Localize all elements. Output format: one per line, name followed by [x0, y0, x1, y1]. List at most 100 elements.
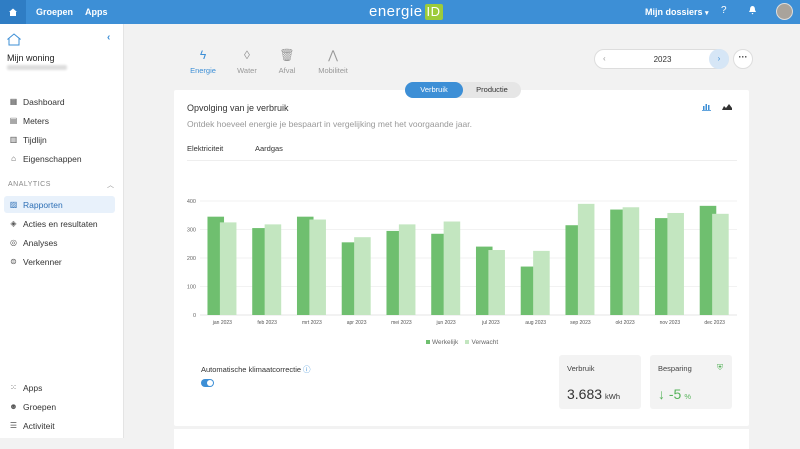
bar-verwacht	[309, 219, 326, 315]
verbruik-productie-toggle: Verbruik Productie	[405, 82, 521, 98]
toggle-verbruik[interactable]: Verbruik	[405, 82, 463, 98]
help-icon[interactable]: ?	[721, 5, 727, 16]
chart-legend: Werkelijk Verwacht	[426, 339, 498, 346]
user-avatar[interactable]	[776, 3, 793, 20]
activity-icon: ☰	[9, 421, 18, 430]
tab-afval[interactable]: 🗑 Afval	[267, 48, 307, 75]
prev-year-button[interactable]: ‹	[603, 54, 606, 63]
road-icon: ⋀	[328, 48, 338, 62]
sidebar-item-meters[interactable]: ▤ Meters	[9, 115, 49, 126]
nav-apps[interactable]: Apps	[85, 7, 108, 17]
groups-icon: ☻	[9, 402, 18, 411]
sidebar-item-dashboard[interactable]: ▦ Dashboard	[9, 96, 65, 107]
bar-verwacht	[219, 222, 237, 315]
meter-icon: ▤	[9, 116, 18, 125]
house-icon	[6, 33, 22, 51]
tab-aardgas[interactable]: Aardgas	[255, 144, 283, 153]
bar-verwacht	[577, 203, 595, 315]
x-tick-label: feb 2023	[257, 320, 277, 326]
climate-correction-toggle[interactable]	[201, 379, 214, 387]
tab-underline	[187, 160, 737, 161]
x-tick-label: okt 2023	[616, 320, 635, 326]
legend-item-verwacht: Verwacht	[465, 339, 498, 346]
climate-correction-label: Automatische klimaatcorrectie ⓘ	[201, 365, 311, 374]
more-options-button[interactable]: ···	[733, 49, 753, 69]
toggle-productie[interactable]: Productie	[476, 85, 508, 94]
bar-verwacht	[443, 221, 461, 315]
shield-icon: ◈	[10, 219, 17, 228]
sidebar-item-groepen[interactable]: ☻ Groepen	[9, 401, 57, 412]
bar-werkelijk	[565, 225, 583, 315]
usage-card: Opvolging van je verbruik Ontdek hoeveel…	[174, 90, 749, 426]
section-analytics: ANALYTICS	[8, 181, 51, 188]
tab-mobiliteit[interactable]: ⋀ Mobiliteit	[313, 48, 353, 75]
bell-icon[interactable]	[748, 5, 757, 18]
bar-verwacht	[354, 237, 371, 315]
bar-verwacht	[712, 213, 729, 315]
sidebar-item-apps[interactable]: ⁙ Apps	[10, 382, 43, 393]
sidebar-item-analyses[interactable]: ◎ Analyses	[10, 237, 58, 248]
timeline-icon: ▥	[9, 135, 18, 144]
year-selector: ‹ 2023 ›	[594, 49, 729, 69]
x-tick-label: nov 2023	[660, 320, 681, 326]
kpi-besparing: Besparing ⛨ ↓ -5%	[650, 355, 732, 409]
explorer-icon: ⊜	[10, 257, 17, 266]
bar-werkelijk	[610, 209, 627, 315]
chevron-left-icon[interactable]: ‹	[107, 32, 111, 43]
x-tick-label: mei 2023	[391, 320, 412, 326]
y-tick-label: 300	[187, 228, 196, 234]
tab-water[interactable]: ◊ Water	[227, 48, 267, 75]
next-year-button[interactable]: ›	[709, 49, 729, 69]
main-content: ϟ Energie ◊ Water 🗑 Afval ⋀ Mobiliteit ‹ 202…	[124, 24, 800, 449]
bar-verwacht	[622, 207, 640, 315]
chart-icon: ▨	[9, 200, 18, 209]
x-tick-label: mrt 2023	[302, 320, 322, 326]
x-tick-label: sep 2023	[570, 320, 591, 326]
bar-verwacht	[667, 212, 684, 315]
bar-verwacht	[398, 224, 416, 315]
area-chart-view-icon[interactable]	[722, 103, 732, 113]
usage-bar-chart: 0 100 200 300 400 jan 2023 feb 2023 mrt 2023 apr…	[187, 199, 737, 326]
x-tick-label: jul 2023	[481, 320, 500, 326]
energieid-logo[interactable]: energie ID	[369, 3, 443, 20]
mijn-dossiers-dropdown[interactable]: Mijn dossiers ▾	[645, 7, 709, 17]
bar-werkelijk	[520, 266, 538, 315]
home-name: Mijn woning	[7, 53, 55, 63]
sidebar-item-rapporten[interactable]: ▨ Rapporten	[4, 196, 115, 213]
y-tick-label: 100	[187, 285, 196, 291]
x-tick-label: jan 2023	[212, 320, 232, 326]
chevron-up-icon[interactable]: ︿	[107, 182, 114, 189]
analysis-icon: ◎	[10, 238, 17, 247]
sidebar-item-activiteit[interactable]: ☰ Activiteit	[9, 420, 55, 431]
bar-werkelijk	[654, 218, 672, 315]
shield-check-icon: ⛨	[717, 363, 723, 372]
year-value: 2023	[653, 55, 672, 64]
top-navigation-bar: Groepen Apps energie ID Mijn dossiers ▾ ?	[0, 0, 800, 24]
home-icon[interactable]	[0, 0, 26, 24]
nav-groepen[interactable]: Groepen	[36, 7, 74, 17]
tab-energie[interactable]: ϟ Energie	[183, 48, 223, 75]
dashboard-icon: ▦	[9, 97, 18, 106]
bar-verwacht	[488, 250, 505, 315]
x-tick-label: dec 2023	[704, 320, 725, 326]
home-address-blurred	[7, 65, 67, 70]
bar-werkelijk	[475, 246, 493, 315]
card-subtitle: Ontdek hoeveel energie je bespaart in ve…	[187, 119, 472, 129]
sidebar-item-eigenschappen[interactable]: ⌂ Eigenschappen	[4, 150, 115, 167]
info-icon[interactable]: ⓘ	[303, 365, 311, 374]
sidebar-item-acties[interactable]: ◈ Acties en resultaten	[10, 218, 98, 229]
bar-verwacht	[533, 250, 550, 315]
bar-verwacht	[264, 224, 282, 315]
y-tick-label: 400	[187, 199, 196, 205]
y-tick-label: 200	[187, 256, 196, 262]
x-tick-label: aug 2023	[525, 320, 546, 326]
x-tick-label: apr 2023	[347, 320, 367, 326]
bar-chart-view-icon[interactable]	[702, 103, 711, 113]
x-tick-label: jun 2023	[436, 320, 456, 326]
y-tick-label: 0	[193, 313, 196, 319]
sidebar-item-verkenner[interactable]: ⊜ Verkenner	[10, 256, 62, 267]
second-card	[174, 429, 749, 449]
bar-werkelijk	[431, 233, 448, 315]
sidebar-item-tijdlijn[interactable]: ▥ Tijdlijn	[9, 134, 47, 145]
card-title: Opvolging van je verbruik	[187, 103, 289, 113]
